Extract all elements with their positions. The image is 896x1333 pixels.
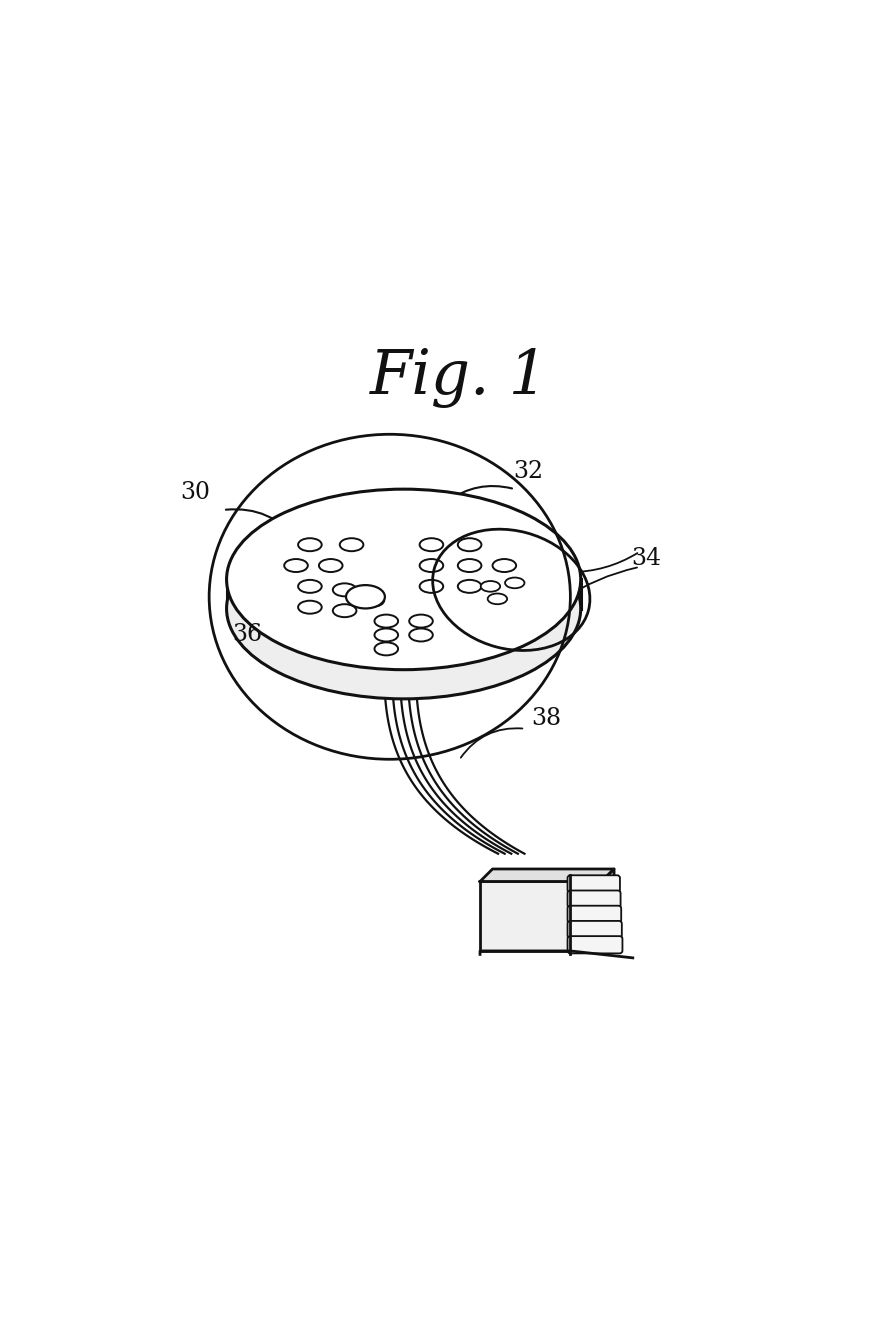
Text: 38: 38	[531, 706, 561, 729]
Ellipse shape	[419, 580, 444, 593]
Ellipse shape	[332, 584, 357, 596]
Ellipse shape	[419, 539, 444, 551]
Ellipse shape	[458, 580, 481, 593]
Polygon shape	[480, 869, 614, 881]
FancyBboxPatch shape	[567, 905, 621, 922]
Text: Fig. 1: Fig. 1	[370, 348, 548, 408]
Polygon shape	[601, 869, 614, 950]
Ellipse shape	[298, 601, 322, 613]
Ellipse shape	[346, 585, 385, 608]
Ellipse shape	[340, 539, 364, 551]
Ellipse shape	[487, 593, 507, 604]
FancyBboxPatch shape	[567, 936, 623, 953]
FancyBboxPatch shape	[567, 921, 622, 938]
Ellipse shape	[298, 580, 322, 593]
Ellipse shape	[319, 559, 342, 572]
FancyBboxPatch shape	[567, 876, 620, 893]
FancyBboxPatch shape	[567, 890, 621, 908]
Ellipse shape	[481, 581, 500, 592]
Ellipse shape	[458, 559, 481, 572]
Ellipse shape	[458, 539, 481, 551]
Ellipse shape	[227, 519, 581, 698]
Ellipse shape	[375, 628, 398, 641]
Text: 34: 34	[632, 547, 662, 571]
Ellipse shape	[419, 559, 444, 572]
Ellipse shape	[332, 604, 357, 617]
Ellipse shape	[409, 628, 433, 641]
Text: 36: 36	[232, 624, 263, 647]
Ellipse shape	[284, 559, 308, 572]
Ellipse shape	[505, 577, 524, 588]
Text: 32: 32	[513, 460, 544, 484]
Ellipse shape	[360, 593, 384, 607]
Ellipse shape	[298, 539, 322, 551]
Ellipse shape	[375, 615, 398, 628]
Text: 30: 30	[180, 481, 211, 504]
FancyBboxPatch shape	[480, 881, 601, 950]
Ellipse shape	[409, 615, 433, 628]
Ellipse shape	[227, 489, 581, 669]
Ellipse shape	[375, 643, 398, 656]
Ellipse shape	[493, 559, 516, 572]
